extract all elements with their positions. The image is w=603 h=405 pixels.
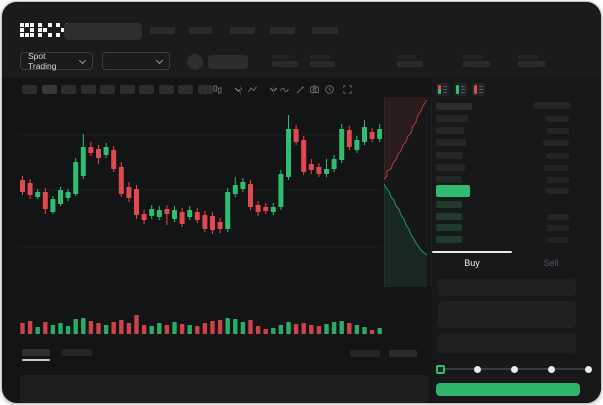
chart-footer-item-1[interactable] — [350, 350, 380, 357]
timeframe-button[interactable] — [61, 85, 76, 94]
timeframe-button[interactable] — [178, 85, 193, 94]
stat-value-1 — [272, 61, 298, 67]
active-tab-underline — [22, 359, 50, 361]
toolbar-divider — [273, 85, 274, 95]
slider-stop[interactable] — [510, 365, 518, 373]
ask-row-price[interactable] — [436, 163, 465, 171]
logo-letter-k — [38, 23, 52, 37]
indicator-icon[interactable] — [247, 84, 258, 95]
okx-logo[interactable] — [20, 23, 70, 37]
draw-pencil-icon[interactable] — [295, 84, 306, 95]
stat-label-5 — [518, 55, 538, 59]
ask-row-amount[interactable] — [546, 152, 569, 159]
timeframe-button[interactable] — [139, 85, 154, 94]
stat-value-4 — [463, 61, 490, 67]
stat-label-1 — [272, 55, 289, 59]
last-price-amount[interactable] — [545, 188, 569, 194]
last-price-badge[interactable] — [436, 185, 470, 197]
candle-style-icon[interactable] — [212, 84, 223, 95]
nav-item-3[interactable] — [230, 27, 255, 34]
chart-tab-2[interactable] — [62, 349, 92, 356]
nav-item-5[interactable] — [312, 27, 338, 34]
orderbook-mode-all-icon[interactable] — [436, 83, 449, 96]
bid-row-price[interactable] — [436, 212, 462, 220]
nav-item-4[interactable] — [270, 27, 295, 34]
pair-name-placeholder — [208, 55, 248, 69]
fullscreen-icon[interactable] — [342, 84, 353, 95]
buy-tab[interactable]: Buy — [464, 258, 480, 268]
bid-row-price[interactable] — [436, 201, 462, 208]
logo-letter-o — [20, 23, 34, 37]
sell-tab[interactable]: Sell — [543, 258, 559, 268]
price-field[interactable] — [438, 301, 576, 328]
stat-label-3 — [397, 55, 417, 59]
chevron-down-icon — [155, 56, 164, 64]
timeframe-button[interactable] — [119, 85, 135, 94]
bid-row-amount[interactable] — [547, 213, 569, 220]
ask-row-price[interactable] — [436, 176, 462, 183]
toolbar-divider — [240, 85, 241, 95]
ask-row-price[interactable] — [436, 139, 466, 147]
slider-handle[interactable] — [435, 364, 445, 374]
ask-row-amount[interactable] — [545, 116, 569, 122]
nav-item-1[interactable] — [150, 27, 175, 34]
stat-value-2 — [310, 61, 335, 67]
stat-value-5 — [518, 61, 545, 67]
timeframe-button[interactable] — [41, 85, 57, 94]
nav-item-2[interactable] — [189, 27, 212, 34]
stat-label-4 — [463, 55, 483, 59]
bid-row-price[interactable] — [436, 224, 462, 232]
pair-coin-icon — [187, 54, 203, 70]
ask-row-amount[interactable] — [543, 140, 569, 147]
bid-row-amount[interactable] — [547, 236, 569, 243]
settings-clock-icon[interactable] — [324, 84, 335, 95]
buy-button[interactable] — [436, 383, 580, 396]
stat-label-2 — [310, 55, 330, 59]
camera-icon[interactable] — [309, 84, 320, 95]
ask-row-price[interactable] — [436, 151, 463, 159]
slider-stop[interactable] — [547, 365, 555, 373]
toolbar-divider — [205, 85, 206, 95]
line-tool-icon[interactable] — [279, 84, 290, 95]
orderbook-mode-asks-icon[interactable] — [472, 83, 485, 96]
chevron-down-icon — [79, 56, 87, 64]
ask-row-price[interactable] — [436, 127, 464, 135]
bid-row-amount[interactable] — [547, 225, 569, 232]
header — [2, 2, 601, 78]
timeframe-button[interactable] — [80, 85, 96, 94]
candlestick-chart[interactable] — [20, 97, 382, 339]
ask-row-amount[interactable] — [544, 164, 569, 171]
chart-tab-active[interactable] — [22, 349, 50, 356]
ask-row-amount[interactable] — [547, 177, 569, 183]
depth-chart — [384, 97, 428, 287]
market-type-dropdown[interactable]: Spot Trading — [20, 51, 93, 71]
orders-bottom-panel — [20, 375, 429, 403]
orderbook-header-amount — [534, 102, 570, 109]
stat-value-3 — [397, 61, 423, 67]
depth-chart-strip — [384, 97, 432, 287]
search-input[interactable] — [64, 23, 142, 40]
timeframe-button[interactable] — [100, 85, 115, 94]
order-type-field[interactable] — [438, 279, 576, 296]
chart-footer-item-2[interactable] — [389, 350, 417, 357]
orderbook-mode-bids-icon[interactable] — [454, 83, 467, 96]
orderbook-header-price — [436, 103, 472, 110]
pair-dropdown[interactable] — [102, 52, 170, 70]
trade-panel: Buy Sell — [432, 78, 601, 403]
ask-row-amount[interactable] — [547, 128, 569, 135]
timeframe-button[interactable] — [158, 85, 174, 94]
buy-tab-indicator — [432, 251, 512, 253]
slider-stop[interactable] — [473, 365, 481, 373]
ask-row-price[interactable] — [436, 115, 468, 122]
amount-field[interactable] — [438, 333, 576, 353]
market-type-label: Spot Trading — [28, 51, 57, 71]
bid-row-price[interactable] — [436, 235, 462, 243]
timeframe-button[interactable] — [22, 85, 37, 94]
slider-stop[interactable] — [584, 365, 592, 373]
